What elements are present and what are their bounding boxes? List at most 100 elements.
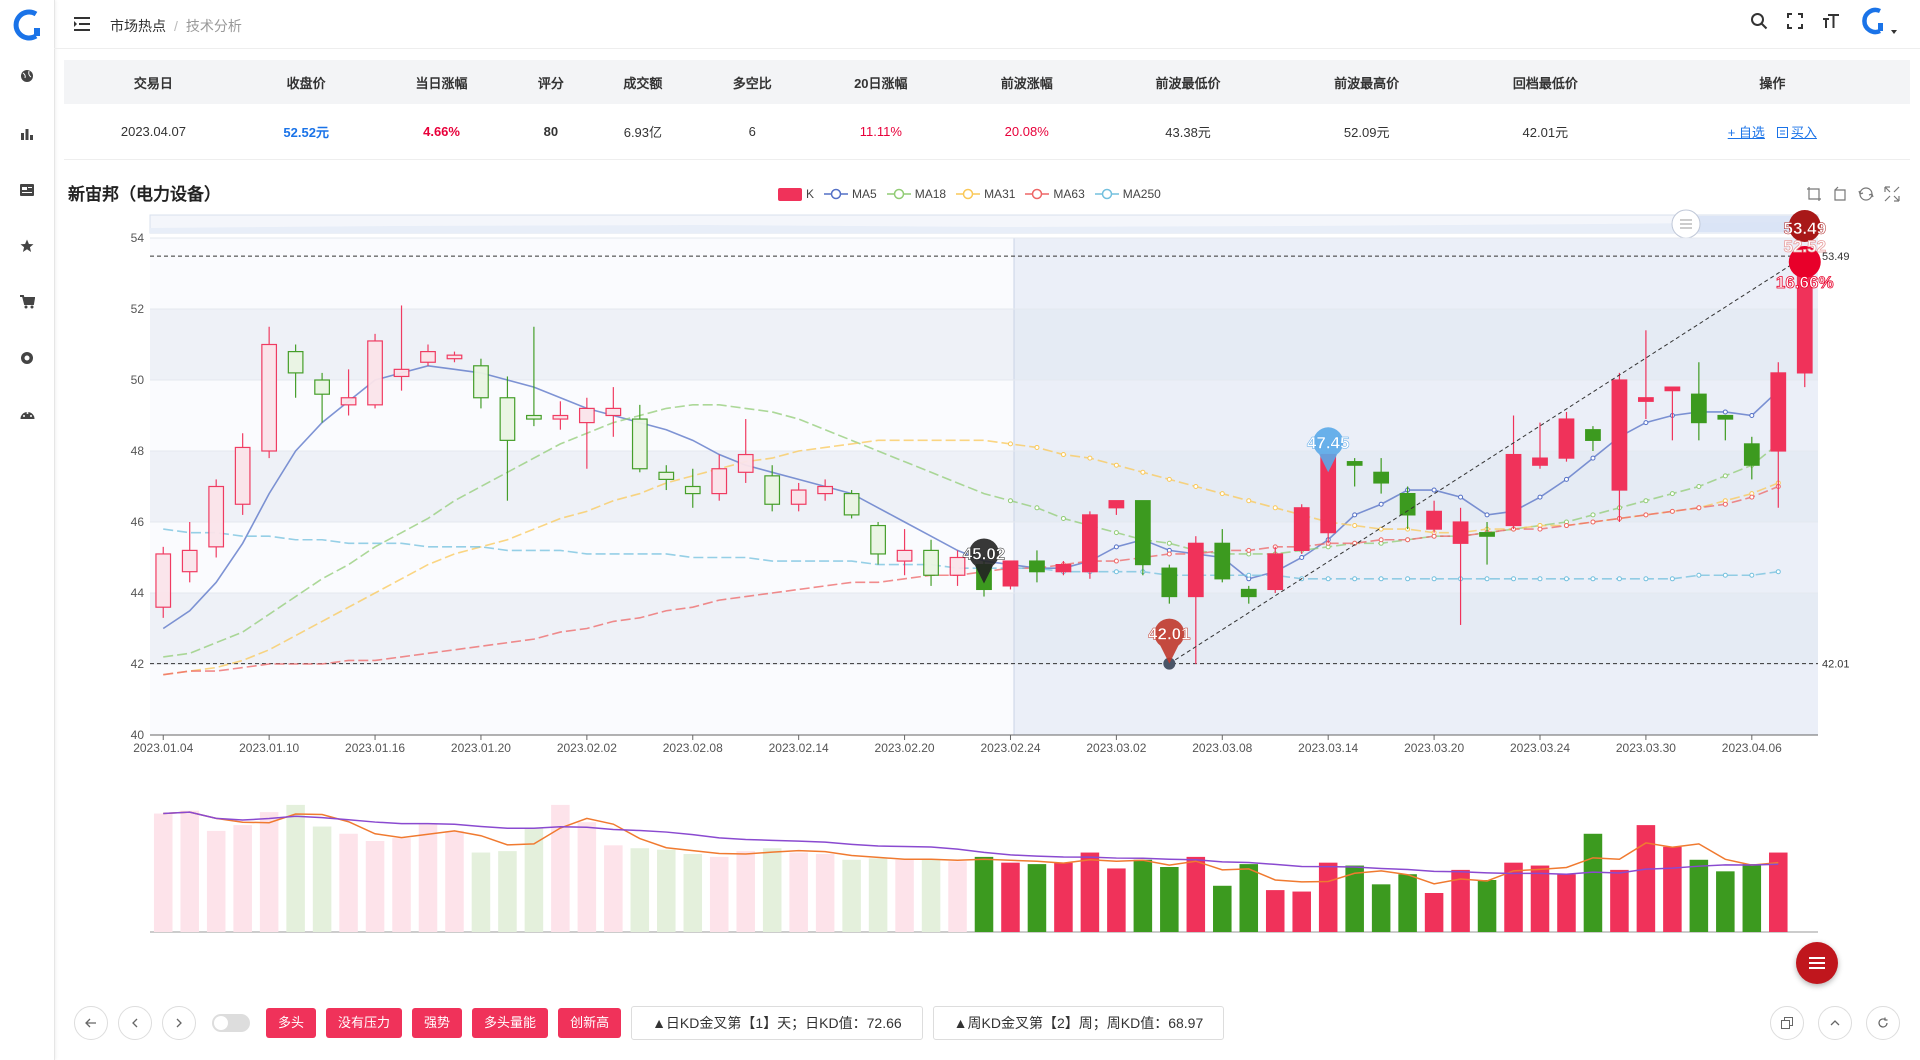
scroll-top-button[interactable] xyxy=(1818,1006,1852,1040)
candle-body xyxy=(552,414,569,420)
restore-icon[interactable] xyxy=(1858,186,1874,202)
buy-link[interactable]: 买入 xyxy=(1776,125,1817,140)
volume-bar xyxy=(709,856,729,932)
menu-toggle-icon[interactable] xyxy=(72,14,92,34)
refresh-button[interactable] xyxy=(1866,1006,1900,1040)
dashboard-icon[interactable] xyxy=(15,402,39,426)
candle-body xyxy=(1373,471,1390,484)
expand-icon[interactable] xyxy=(1884,186,1900,202)
candle-body xyxy=(1346,461,1363,466)
ma-point xyxy=(1669,576,1675,582)
bar-chart-icon[interactable] xyxy=(15,122,39,146)
ma-point xyxy=(1378,537,1384,543)
add-watchlist-link[interactable]: + 自选 xyxy=(1727,125,1765,140)
candle xyxy=(1505,415,1522,530)
search-icon[interactable] xyxy=(1748,10,1770,32)
legend-ma5-label: MA5 xyxy=(852,187,877,201)
candle-body xyxy=(684,485,701,495)
candle xyxy=(896,529,913,576)
legend-ma18[interactable]: MA18 xyxy=(886,187,946,201)
candles[interactable] xyxy=(155,255,1813,664)
prev-button[interactable] xyxy=(118,1006,152,1040)
legend-ma63[interactable]: MA63 xyxy=(1025,187,1085,201)
high-marker-label: 53.49 xyxy=(1783,219,1826,238)
candle-body xyxy=(208,485,225,548)
ma-point xyxy=(1219,491,1225,497)
ma-point xyxy=(1325,576,1331,582)
x-tick-label: 2023.02.08 xyxy=(663,741,723,755)
candle-body xyxy=(340,397,357,406)
legend-ma31[interactable]: MA31 xyxy=(956,187,1015,201)
cart-icon[interactable] xyxy=(15,290,39,314)
candle-body xyxy=(1558,418,1575,459)
ma-point xyxy=(1722,572,1728,578)
toggle-switch[interactable] xyxy=(212,1014,250,1032)
candle xyxy=(1585,426,1601,451)
ma-line-ma250 xyxy=(163,528,1779,580)
candle-body xyxy=(631,418,648,470)
candle-body xyxy=(1664,386,1681,392)
header-close: 收盘价 xyxy=(242,60,370,104)
candle xyxy=(1743,436,1760,480)
candle xyxy=(526,326,542,427)
tag-bullish[interactable]: 多头 xyxy=(266,1008,317,1038)
lifebuoy-icon[interactable] xyxy=(15,346,39,370)
zoom-select-icon[interactable] xyxy=(1806,186,1822,202)
candle-body xyxy=(658,471,675,480)
volume-bar xyxy=(789,852,808,932)
tag-strong[interactable]: 强势 xyxy=(412,1008,463,1038)
candle-body xyxy=(367,340,383,406)
volume-bar xyxy=(683,854,703,932)
news-icon[interactable] xyxy=(15,178,39,202)
volume-bar xyxy=(1027,864,1047,932)
y-tick-label: 40 xyxy=(131,728,145,742)
low-price-marker-shape xyxy=(1154,618,1185,664)
volume-chart[interactable] xyxy=(150,804,1818,933)
font-size-icon[interactable] xyxy=(1820,10,1842,32)
cell-prev-wave: 20.08% xyxy=(954,104,1099,160)
candle-body xyxy=(896,549,913,562)
tag-new-high[interactable]: 创新高 xyxy=(558,1008,622,1038)
copy-button[interactable] xyxy=(1770,1006,1804,1040)
ma-point xyxy=(1749,413,1755,418)
volume-bar xyxy=(1689,859,1709,932)
zoom-selection-region xyxy=(1014,238,1818,735)
datazoom-handle[interactable] xyxy=(1671,209,1701,239)
tag-bullish-volume[interactable]: 多头量能 xyxy=(472,1008,549,1038)
fullscreen-icon[interactable] xyxy=(1784,10,1806,32)
legend-ma250[interactable]: MA250 xyxy=(1094,187,1161,201)
globe-icon[interactable] xyxy=(15,64,39,88)
candle xyxy=(1690,362,1707,441)
star-icon[interactable] xyxy=(15,234,39,258)
candle xyxy=(605,387,622,437)
volume-bar xyxy=(1742,864,1762,932)
ma-point xyxy=(1246,498,1252,504)
y-tick-label: 48 xyxy=(131,444,145,458)
ma-point xyxy=(1696,572,1702,578)
breadcrumb-parent[interactable]: 市场热点 xyxy=(110,18,166,34)
candle xyxy=(155,546,172,618)
tag-no-pressure[interactable]: 没有压力 xyxy=(326,1008,403,1038)
user-logo-icon[interactable] xyxy=(1856,7,1900,35)
candle xyxy=(1399,486,1416,530)
candle-body xyxy=(1452,521,1469,544)
legend-ma5[interactable]: MA5 xyxy=(824,187,877,201)
ma-point xyxy=(1193,484,1199,489)
cell-close: 52.52元 xyxy=(242,104,370,160)
copy-icon xyxy=(1781,1017,1793,1029)
candle xyxy=(658,465,675,491)
candle xyxy=(790,482,807,512)
legend-k[interactable]: K xyxy=(778,187,814,201)
logo-icon[interactable] xyxy=(10,8,44,42)
floating-menu-button[interactable] xyxy=(1796,942,1838,984)
candle xyxy=(420,344,436,366)
back-button[interactable] xyxy=(74,1006,108,1040)
next-button[interactable] xyxy=(162,1006,196,1040)
zoom-reset-icon[interactable] xyxy=(1832,186,1848,202)
candle-body xyxy=(1055,563,1072,573)
datazoom-window[interactable] xyxy=(1686,216,1818,232)
legend-ma250-swatch xyxy=(1094,188,1119,200)
ma-point xyxy=(1113,530,1119,536)
ma-point xyxy=(1696,505,1702,511)
